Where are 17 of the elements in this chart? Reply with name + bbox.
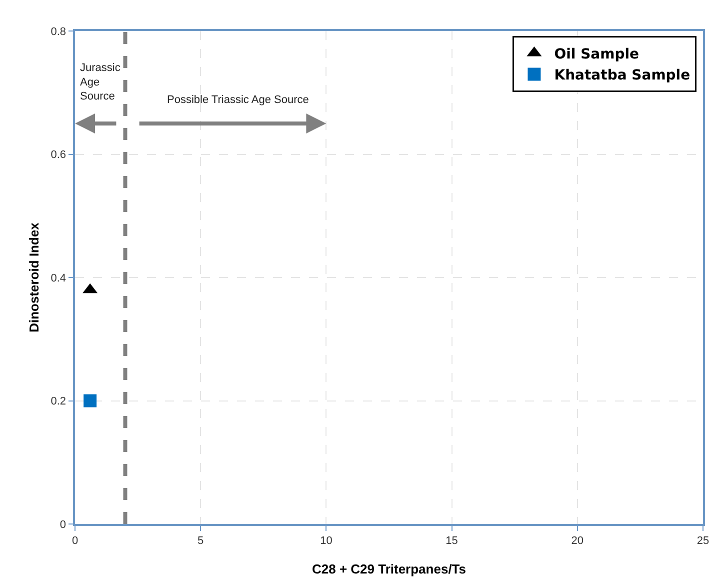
y-tick-label: 0.2 <box>50 396 66 408</box>
y-tick-label: 0.8 <box>50 26 66 38</box>
x-tick-label: 5 <box>198 534 204 547</box>
annotation: Possible Triassic Age Source <box>167 94 309 106</box>
x-tick-label: 15 <box>446 534 458 547</box>
legend-label: Khatatba Sample <box>554 68 690 84</box>
x-tick-label: 0 <box>72 534 78 547</box>
x-tick-label: 25 <box>696 534 710 547</box>
y-tick-label: 0.4 <box>50 272 66 284</box>
y-axis-title: Dinosteroid Index <box>26 222 42 332</box>
x-tick-label: 20 <box>571 534 584 547</box>
x-tick-label: 10 <box>320 534 332 547</box>
x-axis-title: C28 + C29 Triterpanes/Ts <box>312 562 466 576</box>
legend-label: Oil Sample <box>554 46 640 62</box>
y-tick-label: 0 <box>60 518 66 531</box>
y-tick-label: 0.6 <box>50 149 66 162</box>
annotation: Jurassic Age Source <box>80 62 121 103</box>
